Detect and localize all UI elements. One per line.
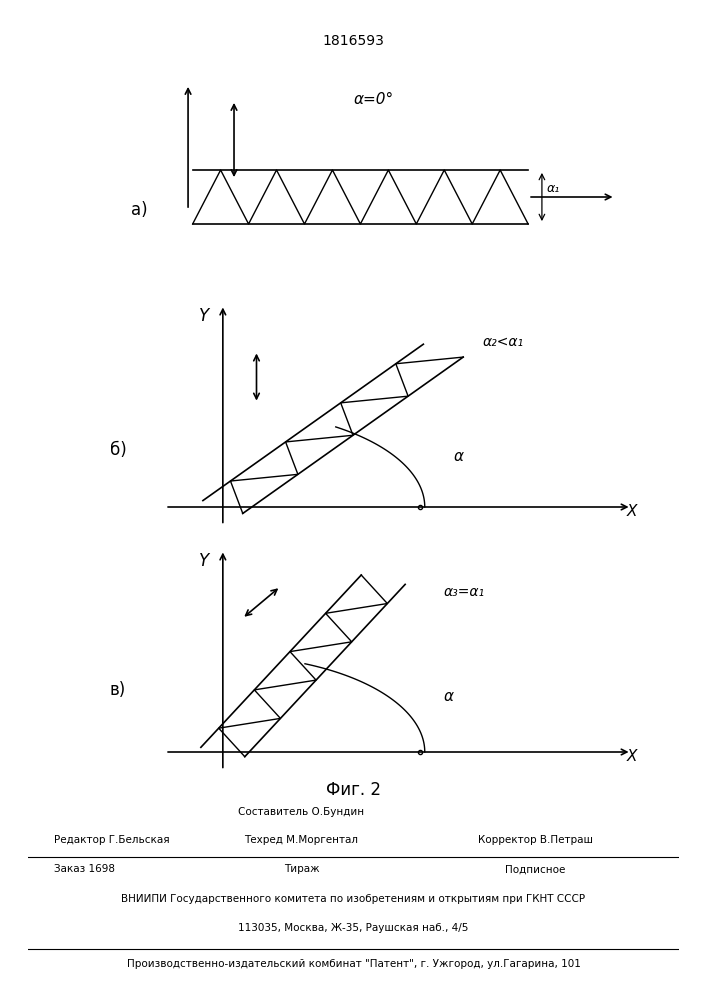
Text: Заказ 1698: Заказ 1698: [54, 864, 115, 874]
Text: α₁: α₁: [547, 182, 560, 195]
Text: Фиг. 2: Фиг. 2: [326, 781, 381, 799]
Text: ВНИИПИ Государственного комитета по изобретениям и открытиям при ГКНТ СССР: ВНИИПИ Государственного комитета по изоб…: [122, 894, 585, 904]
Text: α₃=α₁: α₃=α₁: [444, 585, 485, 599]
Text: 113035, Москва, Ж-35, Раушская наб., 4/5: 113035, Москва, Ж-35, Раушская наб., 4/5: [238, 923, 469, 933]
Text: α=0°: α=0°: [354, 92, 394, 107]
Text: 1816593: 1816593: [322, 34, 385, 48]
Text: Y: Y: [199, 552, 209, 570]
Text: Составитель О.Бундин: Составитель О.Бундин: [238, 807, 365, 817]
Text: а): а): [131, 201, 148, 219]
Text: б): б): [110, 441, 127, 459]
Text: в): в): [110, 681, 126, 699]
Text: Тираж: Тираж: [284, 864, 320, 874]
Text: α: α: [454, 449, 464, 464]
Text: Редактор Г.Бельская: Редактор Г.Бельская: [54, 835, 170, 845]
Text: X: X: [626, 504, 637, 519]
Text: Корректор В.Петраш: Корректор В.Петраш: [478, 835, 593, 845]
Text: α₂<α₁: α₂<α₁: [482, 335, 524, 349]
Text: Техред М.Моргентал: Техред М.Моргентал: [245, 835, 358, 845]
Text: Производственно-издательский комбинат "Патент", г. Ужгород, ул.Гагарина, 101: Производственно-издательский комбинат "П…: [127, 959, 580, 969]
Text: α: α: [444, 689, 454, 704]
Text: Y: Y: [199, 307, 209, 325]
Text: X: X: [626, 749, 637, 764]
Text: Подписное: Подписное: [506, 864, 566, 874]
